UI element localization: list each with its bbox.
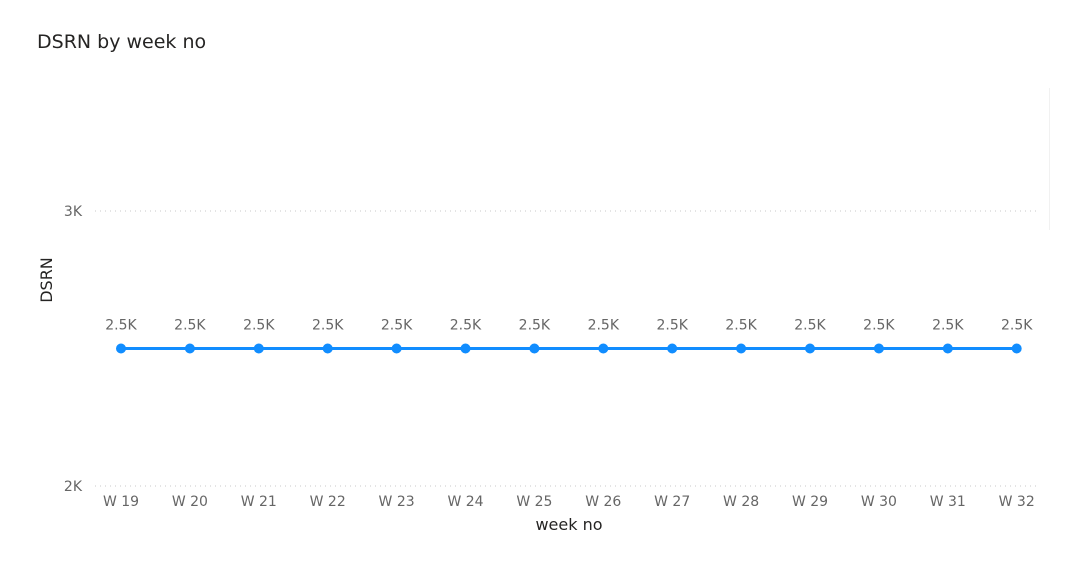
data-point[interactable] xyxy=(667,343,678,354)
x-tick-label: W 27 xyxy=(654,494,690,510)
data-label: 2.5K xyxy=(1001,318,1033,334)
chart-title: DSRN by week no xyxy=(37,31,207,53)
y-tick-label: 3K xyxy=(64,204,83,220)
x-tick-label: W 19 xyxy=(103,494,139,510)
data-point[interactable] xyxy=(184,343,195,354)
data-point[interactable] xyxy=(805,343,815,354)
x-tick-label: W 28 xyxy=(723,494,759,510)
data-point[interactable] xyxy=(460,343,471,354)
x-tick-label: W 22 xyxy=(310,494,346,510)
x-tick-label: W 26 xyxy=(585,494,621,510)
x-axis-ticks: W 19 W 20 W 21 W 22 W 23 W 24 W 25 W 26 W 27 W 28… xyxy=(103,494,1035,510)
x-tick-label: W 31 xyxy=(930,494,966,510)
data-label: 2.5K xyxy=(243,318,275,334)
data-point[interactable] xyxy=(942,343,953,354)
data-label: 2.5K xyxy=(174,318,206,334)
data-label: 2.5K xyxy=(381,318,413,334)
x-axis-title: week no xyxy=(535,515,602,534)
y-axis-ticks: 2K 3K xyxy=(64,204,83,495)
data-label: 2.5K xyxy=(656,318,688,334)
data-point[interactable] xyxy=(253,343,264,354)
x-tick-label: W 23 xyxy=(379,494,415,510)
x-tick-label: W 20 xyxy=(172,494,208,510)
data-label: 2.5K xyxy=(863,318,895,334)
data-point[interactable] xyxy=(873,343,884,354)
x-tick-label: W 24 xyxy=(447,494,483,510)
data-label: 2.5K xyxy=(725,318,757,334)
series-dsrn xyxy=(116,343,1022,354)
data-label: 2.5K xyxy=(588,318,620,334)
data-label: 2.5K xyxy=(519,318,551,334)
data-label: 2.5K xyxy=(105,318,137,334)
visual-edge-divider xyxy=(1049,88,1050,230)
x-tick-label: W 30 xyxy=(861,494,897,510)
x-tick-label: W 32 xyxy=(999,494,1035,510)
data-point[interactable] xyxy=(736,343,747,354)
data-label: 2.5K xyxy=(794,318,826,334)
data-point[interactable] xyxy=(529,343,540,354)
y-tick-label: 2K xyxy=(64,479,83,495)
data-point[interactable] xyxy=(391,343,402,354)
data-label: 2.5K xyxy=(312,318,344,334)
x-tick-label: W 21 xyxy=(241,494,277,510)
data-point[interactable] xyxy=(116,343,126,354)
data-label: 2.5K xyxy=(932,318,964,334)
data-point[interactable] xyxy=(1011,343,1022,354)
y-axis-title: DSRN xyxy=(37,257,56,303)
x-tick-label: W 29 xyxy=(792,494,828,510)
data-point[interactable] xyxy=(598,343,609,354)
x-tick-label: W 25 xyxy=(516,494,552,510)
data-point[interactable] xyxy=(322,343,333,354)
data-labels: 2.5K 2.5K 2.5K 2.5K 2.5K 2.5K 2.5K 2.5K 2.5K 2.5K… xyxy=(105,318,1033,334)
data-label: 2.5K xyxy=(450,318,482,334)
